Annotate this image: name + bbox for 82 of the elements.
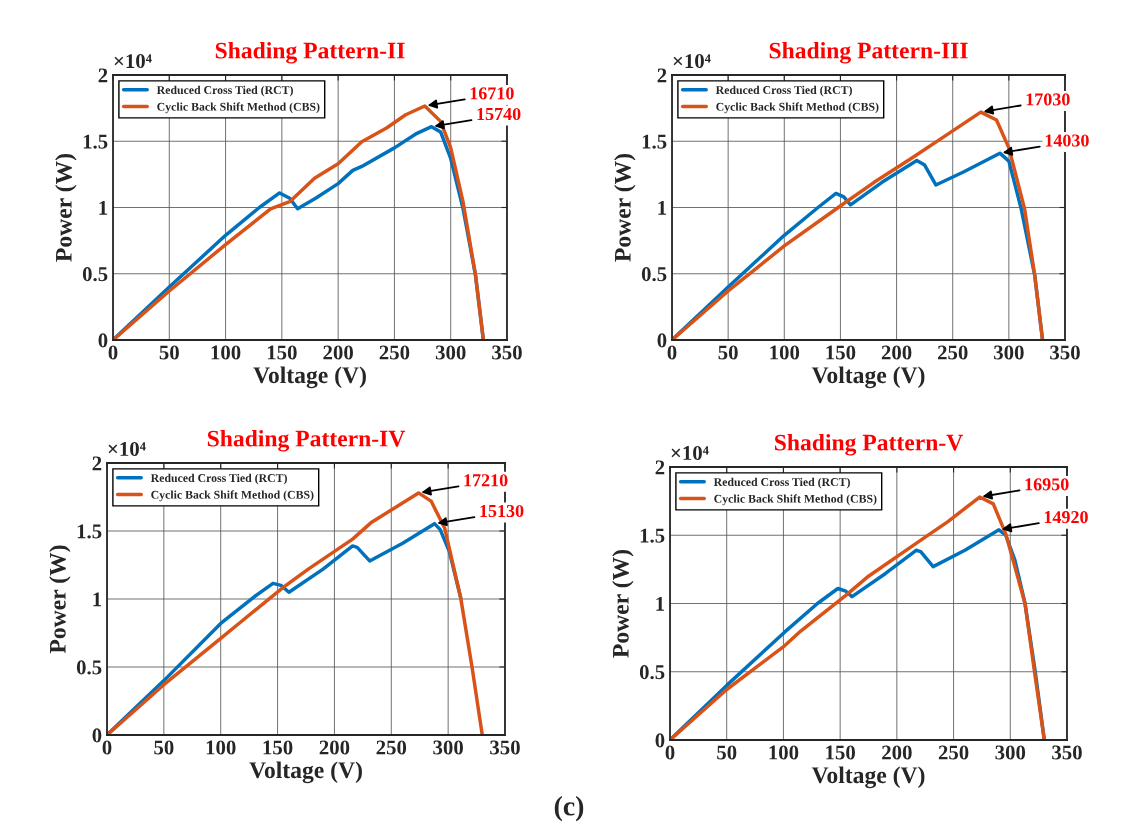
legend-label: Cyclic Back Shift Method (CBS) [716,102,879,114]
x-tick-label: 300 [433,740,463,755]
legend-label: Reduced Cross Tied (RCT) [150,473,287,485]
x-tick-label: 200 [882,745,912,760]
y-axis-title: Power (W) [49,545,71,654]
y-axis-title: Power (W) [612,550,634,658]
x-tick-label: 300 [435,345,466,360]
chart-title: Shading Pattern-V [774,433,964,456]
y-tick-label: 2 [657,68,667,83]
y-tick-label: 0 [657,333,667,348]
y-axis-title: Power (W) [614,154,636,262]
y-tick-label: 0.5 [76,660,102,675]
x-tick-label: 350 [490,740,520,755]
x-tick-label: 200 [881,345,912,360]
x-tick-label: 100 [206,740,236,755]
x-tick-label: 150 [263,740,293,755]
x-axis-title: Voltage (V) [253,366,366,389]
annotation: 15130 [480,504,524,518]
y-tick-label: 2 [92,456,102,471]
x-tick-label: 300 [994,345,1024,360]
legend-label: Reduced Cross Tied (RCT) [713,477,850,489]
x-tick-label: 150 [826,745,855,760]
annotation: 17030 [1026,93,1070,106]
annotation: 16710 [470,87,514,100]
y-tick-label: 1 [99,200,108,215]
x-tick-label: 350 [492,345,522,360]
x-tick-label: 50 [159,345,179,360]
legend-label: Cyclic Back Shift Method (CBS) [151,490,314,502]
x-tick-label: 350 [1052,745,1082,760]
chart-title: Shading Pattern-IV [207,429,406,452]
legend-label: Cyclic Back Shift Method (CBS) [714,494,877,506]
annotation: 17210 [464,474,508,487]
x-tick-label: 350 [1050,345,1080,360]
y-tick-label: 1.5 [640,528,665,543]
x-tick-label: 50 [718,345,738,360]
x-tick-label: 200 [323,345,353,360]
x-axis-title: Voltage (V) [249,761,362,784]
x-tick-label: 100 [770,345,800,360]
x-tick-label: 50 [154,740,174,755]
annotation: 14920 [1044,511,1088,524]
y-axis-title: Power (W) [55,154,77,262]
y-tick-label: 0 [98,333,108,348]
y-tick-label: 1 [658,200,667,215]
x-tick-label: 100 [769,745,799,760]
text: ×10⁴ [108,441,146,457]
legend-label: Cyclic Back Shift Method (CBS) [157,102,320,114]
legend-label: Reduced Cross Tied (RCT) [715,85,852,97]
annotation: 14030 [1045,134,1089,147]
y-tick-label: 2 [98,68,108,83]
text: (c) [554,796,584,822]
chart-title: Shading Pattern-III [769,41,968,64]
x-tick-label: 250 [938,745,969,760]
x-tick-label: 300 [995,745,1026,760]
y-tick-label: 0.5 [82,267,108,282]
text: ×10⁴ [671,445,709,461]
x-tick-label: 150 [267,345,297,360]
y-tick-label: 1 [93,592,102,607]
x-tick-label: 150 [826,345,856,360]
y-tick-label: 1.5 [83,134,108,149]
text: ×10⁴ [673,54,711,69]
x-tick-label: 0 [108,345,118,360]
x-axis-title: Voltage (V) [811,366,925,389]
annotation: 16950 [1025,478,1069,491]
chart-title: Shading Pattern-II [215,41,405,64]
x-axis-title: Voltage (V) [811,766,925,789]
y-tick-label: 0 [92,728,102,743]
annotation: 15740 [477,107,521,121]
x-tick-label: 200 [319,740,350,755]
y-tick-label: 0.5 [639,665,665,680]
y-tick-label: 1 [656,596,665,611]
x-tick-label: 250 [376,740,407,755]
y-tick-label: 1.5 [77,524,102,539]
text: ×10⁴ [114,54,152,69]
x-tick-label: 0 [667,345,677,360]
x-tick-label: 250 [937,345,968,360]
x-tick-label: 50 [717,745,737,760]
x-tick-label: 250 [379,345,410,360]
x-tick-label: 100 [211,345,241,360]
y-tick-label: 0.5 [641,267,667,282]
legend-label: Reduced Cross Tied (RCT) [156,85,293,97]
y-tick-label: 1.5 [642,134,667,149]
y-tick-label: 2 [655,460,665,475]
